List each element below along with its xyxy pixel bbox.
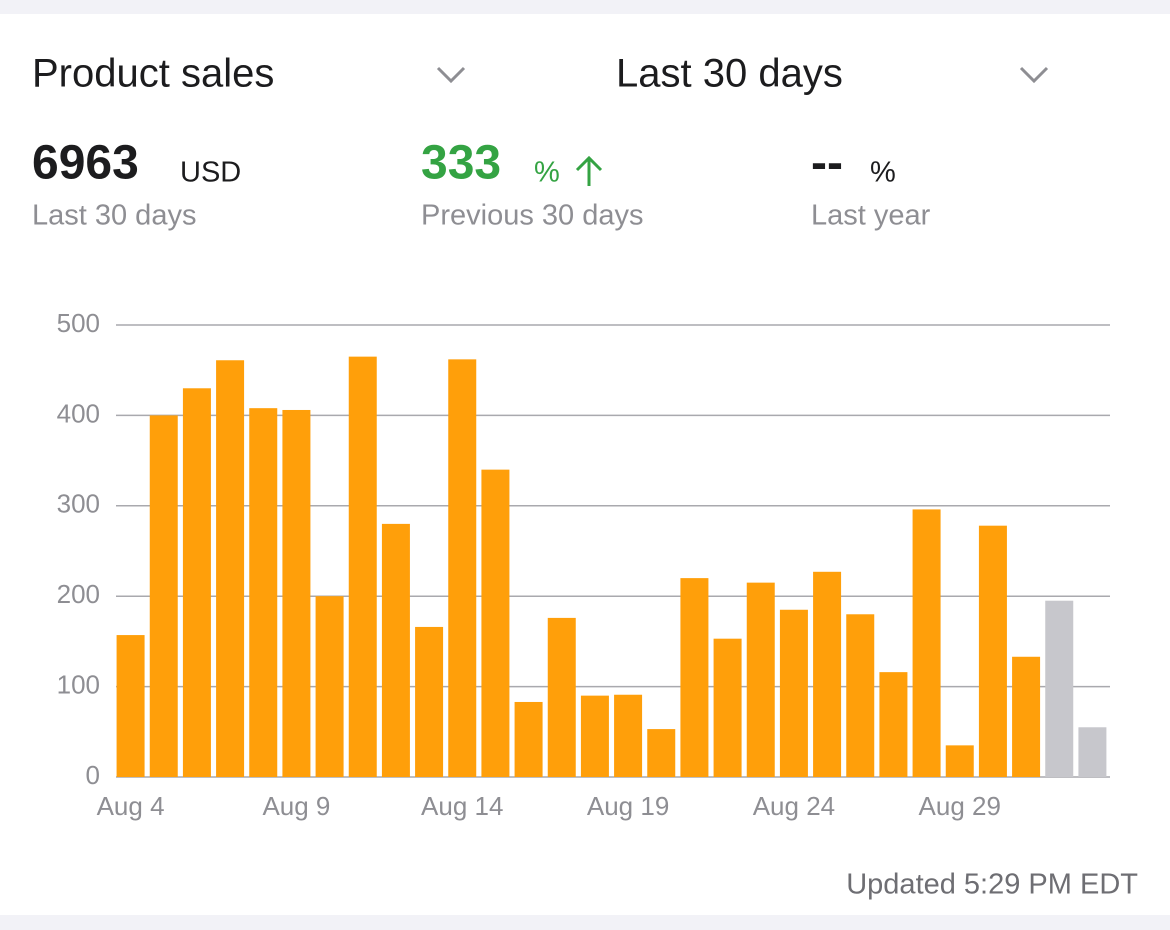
bar (381, 523, 410, 777)
updated-time: Updated 5:29 PM EDT (846, 869, 1138, 901)
y-tick-label: 400 (57, 398, 100, 428)
x-tick-label: Aug 14 (421, 791, 503, 821)
bar (216, 360, 245, 777)
bar (945, 745, 974, 777)
bar (348, 356, 377, 777)
bar (282, 409, 311, 777)
y-tick-label: 0 (86, 760, 100, 790)
bar (149, 415, 178, 777)
metric-label: Product sales (32, 52, 274, 96)
bar (481, 469, 510, 777)
top-strip (0, 0, 1170, 14)
bar (315, 596, 344, 777)
bar (779, 609, 808, 777)
y-tick-label: 100 (57, 669, 100, 699)
bar (249, 408, 278, 777)
bar (580, 695, 609, 777)
metric-dropdown[interactable]: Product sales (32, 52, 466, 96)
bar (846, 614, 875, 777)
bar (547, 617, 576, 777)
stat-label: Previous 30 days (421, 200, 643, 232)
y-tick-label: 500 (57, 308, 100, 338)
bar (879, 672, 908, 777)
range-label: Last 30 days (616, 52, 843, 96)
stat-value: 333 (421, 137, 501, 190)
bar (813, 571, 842, 777)
bottom-strip (0, 915, 1170, 930)
bar (647, 729, 676, 777)
stat-label: Last 30 days (32, 200, 196, 232)
stat-unit: % (870, 157, 896, 189)
stat-value: 6963 (32, 137, 139, 190)
stat-unit: % (534, 157, 560, 189)
bar (448, 359, 477, 777)
y-tick-label: 300 (57, 489, 100, 519)
stat-value: -- (811, 137, 843, 190)
bar (182, 388, 211, 777)
bar (415, 626, 444, 777)
bar (680, 578, 709, 777)
bar (1045, 600, 1074, 777)
bar (746, 582, 775, 777)
bar (614, 694, 643, 777)
chevron (1019, 66, 1049, 84)
bar (912, 509, 941, 777)
x-tick-label: Aug 19 (587, 791, 669, 821)
bar (713, 638, 742, 777)
x-tick-label: Aug 9 (262, 791, 330, 821)
up-arrow (575, 155, 603, 186)
bar (514, 701, 543, 777)
y-tick-label: 200 (57, 579, 100, 609)
stat-label: Last year (811, 200, 931, 232)
x-tick-label: Aug 29 (919, 791, 1001, 821)
stat-unit: USD (180, 157, 241, 189)
bar (978, 525, 1007, 777)
range-dropdown[interactable]: Last 30 days (616, 52, 1049, 96)
bar (1078, 727, 1107, 777)
bar (116, 635, 145, 777)
bar (1012, 656, 1041, 777)
x-tick-label: Aug 4 (97, 791, 165, 821)
x-tick-label: Aug 24 (753, 791, 835, 821)
chevron (436, 66, 466, 84)
